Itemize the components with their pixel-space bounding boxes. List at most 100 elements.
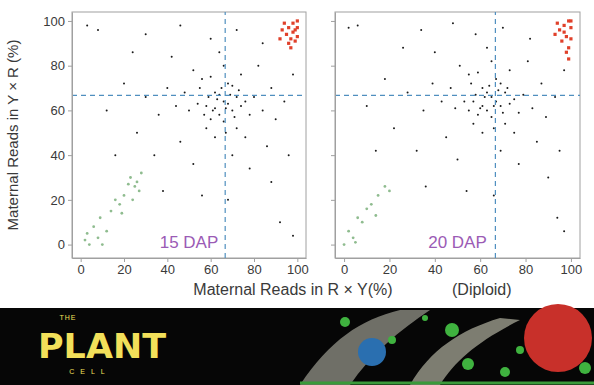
- point: [236, 127, 238, 129]
- point: [540, 83, 542, 85]
- point: [365, 207, 368, 210]
- point: [145, 33, 147, 35]
- tick: [331, 200, 335, 201]
- point: [140, 172, 143, 175]
- point: [278, 37, 281, 40]
- point: [210, 76, 212, 78]
- point: [253, 96, 255, 98]
- point: [288, 154, 290, 156]
- point: [214, 136, 216, 138]
- point: [153, 154, 155, 156]
- tick: 80: [519, 258, 533, 277]
- point: [454, 107, 456, 109]
- point: [466, 190, 468, 192]
- decoration: [422, 315, 428, 321]
- point: [470, 83, 472, 85]
- point: [563, 31, 566, 34]
- point: [294, 39, 297, 42]
- point: [257, 65, 259, 67]
- point: [244, 136, 246, 138]
- point: [565, 35, 568, 38]
- point: [422, 109, 424, 111]
- point: [285, 33, 288, 36]
- point: [347, 230, 350, 233]
- point: [513, 98, 515, 100]
- point: [289, 37, 292, 40]
- point: [291, 22, 294, 25]
- point: [432, 83, 434, 85]
- point: [388, 190, 391, 193]
- decoration: [524, 304, 592, 372]
- tick-mark: [68, 200, 72, 201]
- point: [227, 103, 229, 105]
- point: [493, 105, 495, 107]
- banner-text: CELL: [69, 368, 111, 375]
- point: [129, 176, 132, 179]
- panel-label: 20 DAP: [428, 233, 487, 252]
- point: [281, 28, 284, 31]
- tick-label: 40: [161, 262, 175, 277]
- tick: 100: [287, 258, 309, 277]
- tick-mark: [331, 21, 335, 22]
- point: [457, 159, 459, 161]
- point: [567, 57, 570, 60]
- tick-label: 60: [473, 262, 487, 277]
- point: [231, 85, 233, 87]
- point: [240, 74, 242, 76]
- decoration: [300, 310, 430, 385]
- point: [199, 87, 201, 89]
- point: [225, 107, 227, 109]
- point: [197, 103, 199, 105]
- point: [554, 96, 556, 98]
- point: [289, 46, 292, 49]
- point: [375, 150, 377, 152]
- tick: 60: [473, 258, 487, 277]
- banner: THEPLANTCELL: [0, 304, 594, 385]
- point: [210, 118, 212, 120]
- reference-line: [72, 95, 306, 96]
- tick-mark: [331, 155, 335, 156]
- point: [486, 109, 488, 111]
- point: [361, 221, 364, 224]
- tick: 40: [51, 148, 72, 163]
- point: [481, 105, 483, 107]
- tick-mark: [331, 200, 335, 201]
- point: [560, 39, 563, 42]
- point: [393, 127, 395, 129]
- point: [475, 33, 477, 35]
- point: [171, 56, 173, 58]
- point: [481, 87, 483, 89]
- point: [231, 154, 233, 156]
- tick: 0: [58, 237, 72, 252]
- point: [497, 89, 499, 91]
- tick: 80: [247, 258, 261, 277]
- point: [236, 29, 238, 31]
- point: [569, 19, 572, 22]
- decoration: [579, 362, 591, 374]
- series: [86, 24, 294, 236]
- banner-title: PLANT: [38, 326, 167, 366]
- point: [223, 65, 225, 67]
- point: [493, 194, 495, 196]
- point: [133, 185, 136, 188]
- point: [218, 51, 220, 53]
- axis-line: [336, 258, 581, 259]
- point: [136, 181, 139, 184]
- series: [84, 172, 143, 246]
- point: [472, 123, 474, 125]
- point: [477, 71, 479, 73]
- point: [118, 203, 121, 206]
- axis-line: [73, 258, 307, 259]
- decoration: [462, 358, 474, 370]
- point: [266, 145, 268, 147]
- point: [518, 112, 520, 114]
- x-axis: 020406080100: [336, 258, 583, 277]
- point: [244, 100, 246, 102]
- point: [491, 96, 493, 98]
- tick-label: 100: [561, 262, 583, 277]
- point: [223, 100, 225, 102]
- point: [86, 232, 89, 235]
- point: [441, 100, 443, 102]
- point: [504, 123, 506, 125]
- panel-label: 15 DAP: [160, 233, 219, 252]
